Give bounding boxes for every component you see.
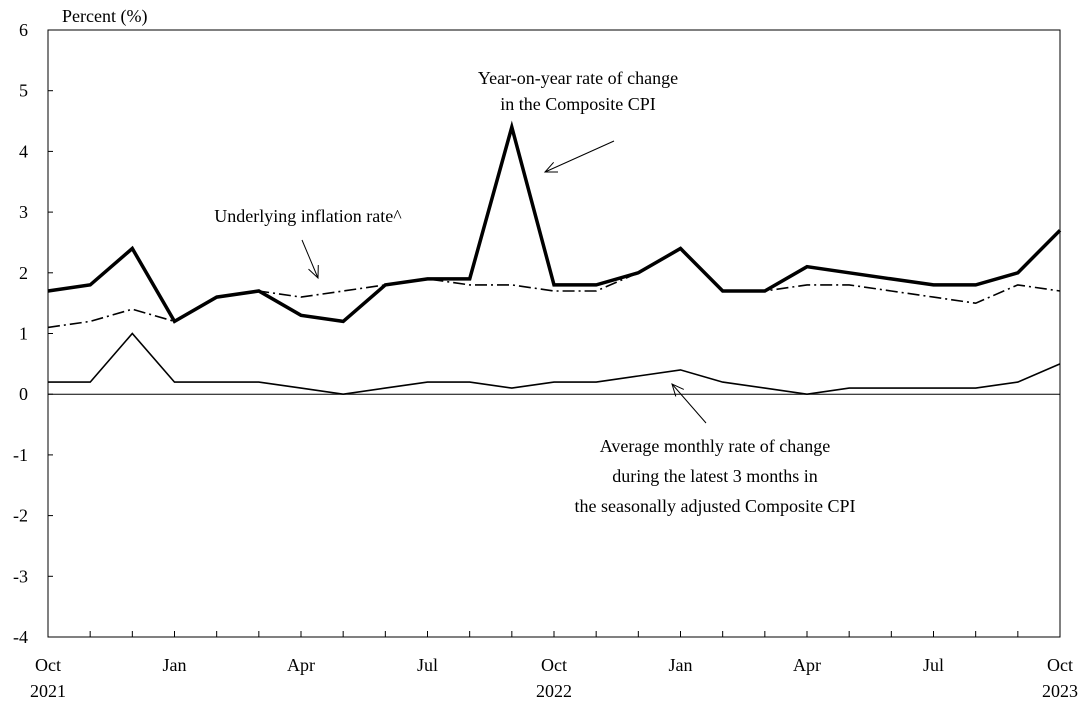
- annotation-label-monthly3m: the seasonally adjusted Composite CPI: [575, 496, 856, 516]
- y-tick-label: -4: [13, 627, 28, 647]
- x-tick-label-year: 2021: [30, 681, 66, 701]
- x-tick-label-month: Oct: [35, 655, 61, 675]
- y-axis-label: Percent (%): [62, 6, 147, 27]
- series-layer: [47, 120, 1062, 396]
- x-axis: Oct 2021 Jan Apr Jul Oct 2022 Jan Apr Jul Oct 2023: [30, 631, 1078, 701]
- y-tick-label: 2: [19, 263, 28, 283]
- series-line-yoy: [47, 120, 1062, 324]
- y-tick-label: 6: [19, 20, 28, 40]
- y-tick-label: 0: [19, 384, 28, 404]
- x-tick-label-month: Jul: [923, 655, 944, 675]
- annotation-arrow-underlying: [301, 239, 319, 279]
- annotation-label-yoy: in the Composite CPI: [500, 94, 656, 114]
- x-tick-label-month: Jan: [669, 655, 693, 675]
- x-tick-label-month: Apr: [793, 655, 821, 675]
- x-tick-label-month: Apr: [287, 655, 315, 675]
- x-tick-label-month: Jul: [417, 655, 438, 675]
- annotation-arrow-yoy: [544, 140, 615, 173]
- x-tick-label-year: 2023: [1042, 681, 1078, 701]
- y-tick-label: -2: [13, 506, 28, 526]
- x-tick-label-year: 2022: [536, 681, 572, 701]
- annotation-arrowhead-yoy: [543, 161, 559, 173]
- annotations: Year-on-year rate of change in the Compos…: [214, 68, 855, 516]
- annotation-arrow-monthly3m: [671, 383, 707, 424]
- y-tick-label: 3: [19, 202, 28, 222]
- x-tick-label-month: Oct: [541, 655, 567, 675]
- annotation-label-monthly3m: during the latest 3 months in: [612, 466, 817, 486]
- annotation-arrowhead-underlying: [308, 264, 319, 280]
- y-tick-label: 1: [19, 324, 28, 344]
- annotation-label-yoy: Year-on-year rate of change: [478, 68, 678, 88]
- series-line-underlying: [47, 247, 1061, 329]
- y-tick-label: -1: [13, 445, 28, 465]
- y-tick-label: 5: [19, 81, 28, 101]
- x-tick-label-month: Oct: [1047, 655, 1073, 675]
- y-axis: 6 5 4 3 2 1 0 -1 -2 -3 -4: [13, 20, 53, 647]
- y-tick-label: -3: [13, 566, 28, 586]
- annotation-label-monthly3m: Average monthly rate of change: [600, 436, 831, 456]
- series-line-monthly3m: [48, 332, 1061, 396]
- annotation-label-underlying: Underlying inflation rate^: [214, 206, 402, 226]
- y-tick-label: 4: [19, 141, 28, 161]
- plot-area: [47, 29, 1061, 638]
- annotation-arrowhead-monthly3m: [671, 383, 685, 397]
- x-tick-label-month: Jan: [163, 655, 187, 675]
